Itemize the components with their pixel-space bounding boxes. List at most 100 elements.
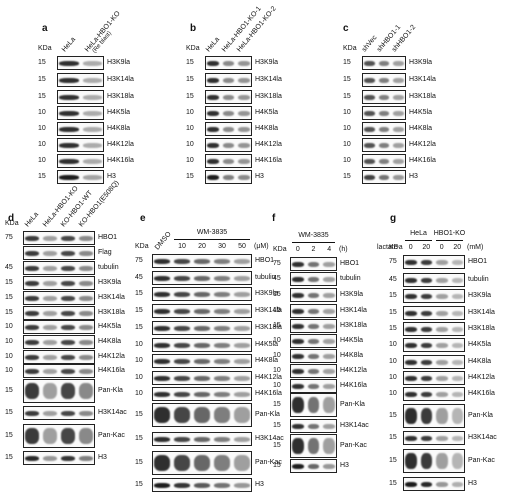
kda-marker: 10	[5, 323, 13, 330]
kda-marker: 15	[343, 173, 351, 180]
kda-marker: 10	[135, 357, 143, 364]
kda-marker: 45	[273, 275, 281, 282]
band	[420, 435, 432, 441]
band	[393, 110, 404, 116]
kda-marker: 15	[135, 435, 143, 442]
blot	[23, 246, 95, 260]
band	[393, 174, 404, 180]
row-label: tubulin	[98, 264, 119, 271]
band	[420, 277, 432, 283]
kda-marker: 75	[135, 257, 143, 264]
band	[234, 342, 250, 348]
kda-marker: 15	[273, 442, 281, 449]
band	[405, 435, 417, 441]
blot	[403, 255, 465, 269]
kda-marker: 10	[389, 374, 397, 381]
band	[393, 94, 404, 100]
blot	[403, 371, 465, 385]
band	[79, 354, 93, 360]
row-label: Flag	[98, 249, 112, 256]
band	[61, 455, 75, 461]
row-label: H4K16la	[255, 157, 282, 164]
row-label: HBO1	[255, 257, 275, 264]
kda-marker: 10	[273, 382, 281, 389]
band	[307, 338, 320, 344]
band	[378, 174, 390, 180]
lane-label: 0	[295, 246, 300, 253]
lane-label: 0	[439, 244, 444, 251]
kda-marker: 10	[273, 352, 281, 359]
band	[25, 339, 39, 345]
band	[61, 265, 75, 271]
band	[292, 338, 304, 344]
band	[214, 258, 230, 264]
kda-marker: 10	[186, 157, 194, 164]
band	[393, 126, 404, 132]
lane-label: HeLa	[204, 36, 221, 54]
kda-marker: 10	[135, 390, 143, 397]
band	[79, 383, 93, 399]
group-label: HBO1-KO	[433, 230, 466, 237]
band	[323, 308, 335, 314]
band	[214, 358, 230, 364]
band	[436, 435, 448, 441]
band	[154, 482, 170, 488]
band	[436, 359, 448, 365]
lane-label: 20	[198, 243, 206, 250]
row-label: H3K9la	[107, 59, 130, 66]
group-line	[405, 240, 432, 241]
band	[378, 110, 390, 116]
unit-label: (mM)	[467, 244, 484, 251]
band	[222, 110, 235, 116]
band	[43, 250, 57, 256]
lane-label: 20	[453, 244, 462, 251]
kda-header: KDa	[186, 45, 200, 52]
kda-marker: 10	[389, 390, 397, 397]
band	[234, 258, 250, 264]
band	[451, 481, 463, 487]
group-label: WM-3835	[196, 229, 228, 236]
band	[82, 142, 102, 148]
band	[25, 324, 39, 330]
row-label: H4K8la	[107, 125, 130, 132]
row-label: H3K14la	[98, 294, 125, 301]
row-label: H3	[340, 462, 349, 469]
band	[234, 358, 250, 364]
band	[25, 354, 39, 360]
band	[61, 310, 75, 316]
row-label: H3K9la	[255, 290, 278, 297]
band	[154, 375, 170, 381]
kda-marker: 10	[38, 109, 46, 116]
band	[207, 60, 219, 66]
band	[174, 358, 190, 364]
band	[207, 110, 219, 116]
band	[436, 481, 448, 487]
blot	[403, 322, 465, 336]
blot	[57, 122, 104, 136]
kda-header: KDa	[273, 246, 287, 253]
band	[420, 359, 432, 365]
band	[82, 60, 102, 66]
kda-marker: 15	[135, 307, 143, 314]
band	[174, 391, 190, 397]
band	[61, 280, 75, 286]
band	[307, 292, 320, 298]
row-label: H3K18la	[255, 93, 282, 100]
band	[82, 126, 102, 132]
blot	[57, 56, 104, 70]
band	[154, 342, 170, 348]
band	[154, 325, 170, 331]
blot	[23, 261, 95, 275]
band	[292, 292, 304, 298]
band	[436, 375, 448, 381]
row-label: H4K16la	[340, 382, 367, 389]
band	[59, 142, 79, 148]
kda-marker: 15	[5, 409, 13, 416]
band	[307, 308, 320, 314]
band	[25, 280, 39, 286]
band	[436, 408, 448, 424]
band	[25, 368, 39, 374]
band	[238, 77, 250, 83]
band	[364, 110, 375, 116]
group-line	[292, 242, 335, 243]
